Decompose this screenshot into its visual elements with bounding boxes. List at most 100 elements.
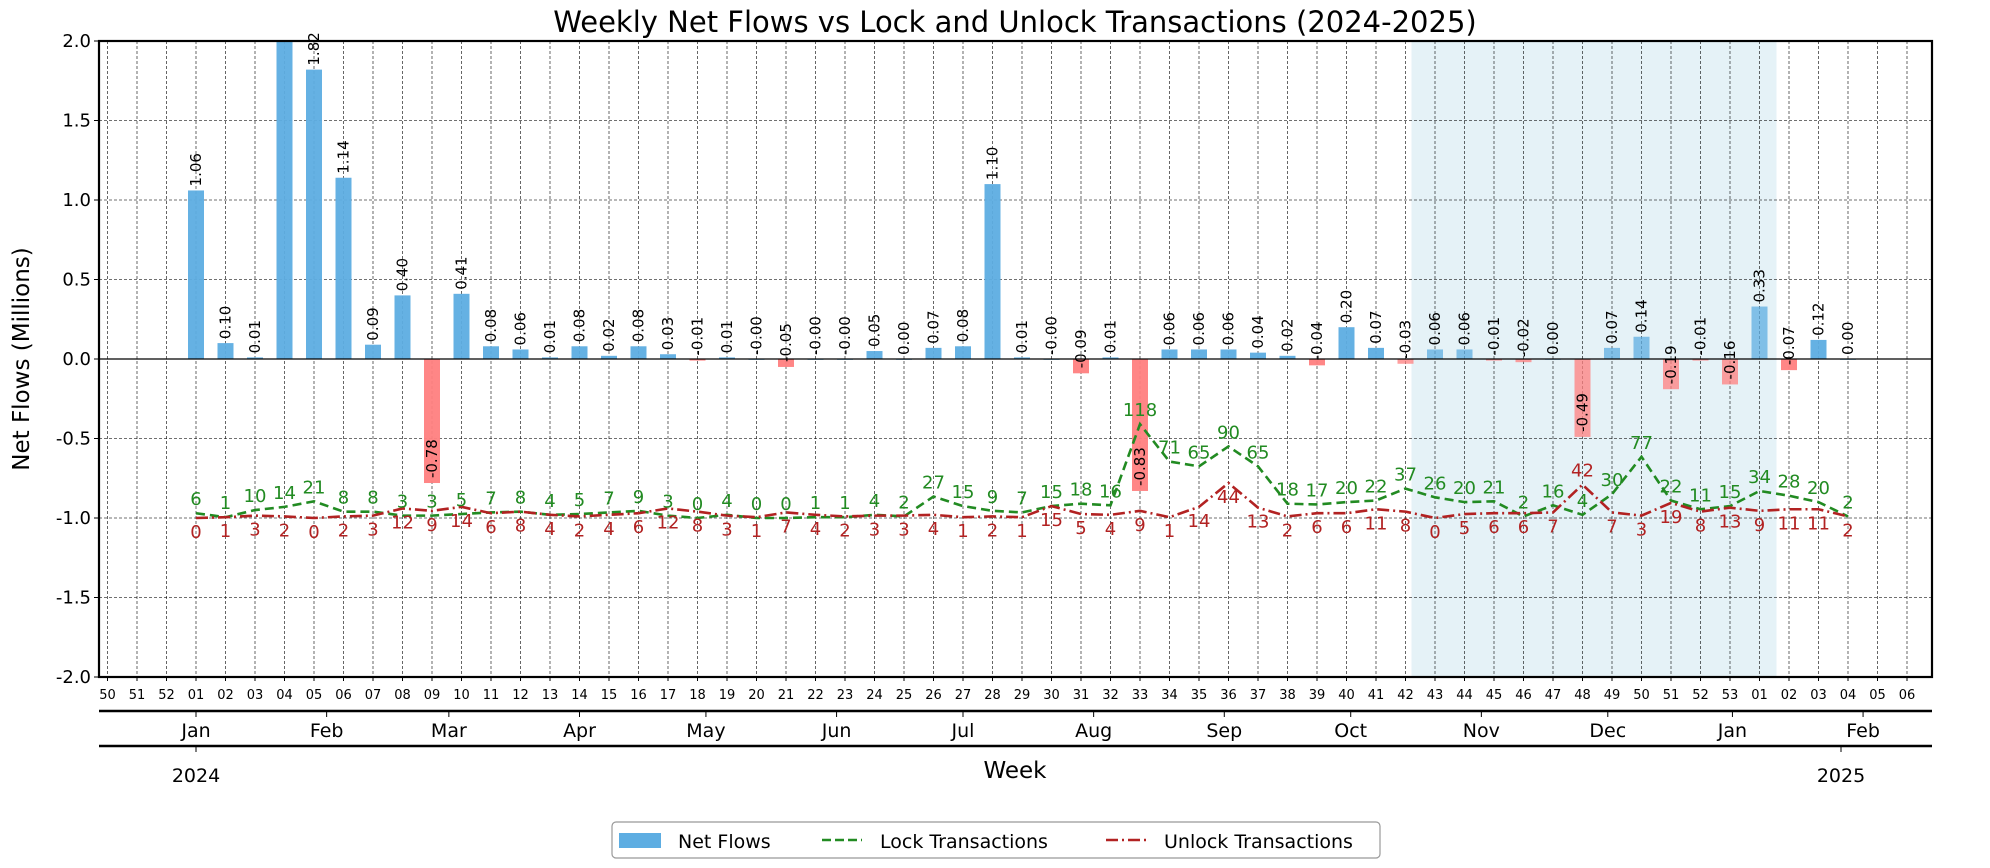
week-tick-label: 24 — [866, 688, 883, 703]
net-flow-bar — [453, 293, 470, 359]
unlock-count-label: 3 — [367, 520, 378, 541]
lock-count-label: 15 — [952, 482, 975, 503]
week-tick-label: 46 — [1515, 688, 1532, 703]
lock-count-label: 2 — [1842, 492, 1853, 513]
net-flow-bar — [306, 69, 322, 360]
week-tick-label: 42 — [1397, 688, 1414, 703]
week-tick-label: 50 — [99, 688, 116, 703]
lock-count-label: 16 — [1099, 481, 1122, 502]
net-flow-bar — [542, 357, 558, 359]
unlock-count-label: 11 — [1365, 513, 1388, 534]
week-tick-label: 20 — [748, 688, 765, 703]
x-axis-label: Week — [983, 758, 1047, 784]
unlock-count-label: 4 — [544, 519, 555, 540]
month-label: Sep — [1206, 720, 1242, 742]
net-flow-value-label: 0.14 — [1633, 299, 1651, 332]
net-flow-bar — [1191, 349, 1207, 359]
unlock-count-label: 6 — [1518, 517, 1529, 538]
lock-count-label: 4 — [1577, 491, 1588, 512]
week-tick-label: 01 — [188, 688, 205, 703]
net-flow-bar — [1309, 359, 1325, 366]
net-flow-bar — [1338, 327, 1355, 359]
net-flow-bar — [483, 346, 499, 359]
net-flow-value-label: 0.01 — [541, 320, 559, 353]
week-tick-label: 13 — [542, 688, 559, 703]
net-flow-value-label: 0.06 — [512, 312, 530, 345]
lock-count-label: 1 — [810, 493, 821, 514]
unlock-count-label: 5 — [1075, 518, 1086, 539]
unlock-count-label: 12 — [657, 512, 680, 533]
week-tick-label: 14 — [571, 688, 588, 703]
net-flow-bar — [1456, 349, 1473, 359]
net-flow-bar — [778, 359, 794, 367]
unlock-count-label: 0 — [190, 522, 201, 543]
net-flow-value-label: 0.40 — [394, 258, 412, 291]
unlock-count-label: 1 — [751, 521, 762, 542]
unlock-count-label: 8 — [692, 516, 703, 537]
net-flow-bar — [1368, 347, 1384, 359]
y-tick-label: 1.0 — [62, 190, 91, 211]
legend-net-flows-label: Net Flows — [678, 831, 771, 853]
y-tick-label: -0.5 — [56, 429, 91, 450]
net-flow-bar — [660, 354, 676, 359]
y-tick-label: 1.5 — [62, 111, 91, 132]
week-tick-label: 31 — [1073, 688, 1090, 703]
month-label: Nov — [1463, 720, 1500, 742]
unlock-count-label: 44 — [1217, 487, 1240, 508]
lock-count-label: 17 — [1306, 480, 1329, 501]
net-flow-value-label: 0.00 — [895, 322, 913, 355]
lock-count-label: 2 — [898, 492, 909, 513]
month-label: Apr — [563, 720, 596, 742]
lock-count-label: 5 — [456, 490, 467, 511]
week-tick-label: 36 — [1220, 688, 1237, 703]
lock-count-label: 37 — [1394, 465, 1417, 486]
legend-unlock-label: Unlock Transactions — [1164, 831, 1353, 853]
unlock-count-label: 4 — [810, 519, 821, 540]
net-flow-bar — [1220, 349, 1237, 359]
month-label: Dec — [1589, 720, 1626, 742]
week-tick-label: 49 — [1604, 688, 1621, 703]
lock-count-label: 6 — [190, 489, 201, 510]
net-flow-value-label: -0.00 — [748, 316, 766, 355]
week-tick-label: 27 — [955, 688, 972, 703]
week-tick-label: 18 — [689, 688, 706, 703]
net-flow-value-label: 0.03 — [659, 317, 677, 350]
lock-count-label: 21 — [1483, 477, 1506, 498]
lock-count-label: 5 — [574, 490, 585, 511]
week-tick-label: 43 — [1427, 688, 1444, 703]
net-flow-value-label: 0.04 — [1249, 315, 1267, 348]
week-tick-label: 04 — [276, 688, 293, 703]
lock-count-label: 22 — [1660, 477, 1683, 498]
legend-frame — [611, 821, 1381, 859]
lock-count-label: 10 — [244, 486, 267, 507]
y-tick-label: -1.0 — [56, 508, 91, 529]
week-tick-label: 03 — [247, 688, 264, 703]
unlock-count-label: 3 — [898, 520, 909, 541]
net-flow-bar — [188, 190, 204, 359]
unlock-count-label: 8 — [1695, 516, 1706, 537]
lock-count-label: 7 — [485, 488, 496, 509]
month-label: Feb — [310, 720, 344, 742]
month-label: May — [686, 720, 725, 742]
net-flow-value-label: 0.08 — [630, 309, 648, 342]
net-flow-bar — [247, 357, 263, 359]
lock-count-label: 4 — [544, 491, 555, 512]
lock-count-label: 30 — [1601, 470, 1624, 491]
net-flow-bar — [1810, 339, 1827, 359]
unlock-count-label: 6 — [1341, 517, 1352, 538]
week-tick-label: 03 — [1810, 688, 1827, 703]
net-flow-bar — [1397, 359, 1414, 364]
net-flow-bar — [1633, 336, 1650, 359]
plot-frame — [97, 39, 1934, 679]
net-flow-value-label: 0.00 — [1544, 322, 1562, 355]
lock-count-label: 8 — [338, 488, 349, 509]
unlock-count-label: 9 — [1754, 515, 1765, 536]
net-flow-value-label: 0.06 — [1456, 312, 1474, 345]
lock-count-label: 11 — [1689, 485, 1712, 506]
week-tick-label: 32 — [1102, 688, 1119, 703]
net-flow-value-label: 0.01 — [1013, 320, 1031, 353]
lock-count-label: 65 — [1247, 442, 1270, 463]
week-tick-label: 41 — [1368, 688, 1385, 703]
unlock-count-label: 7 — [1606, 516, 1617, 537]
week-tick-label: 37 — [1250, 688, 1267, 703]
